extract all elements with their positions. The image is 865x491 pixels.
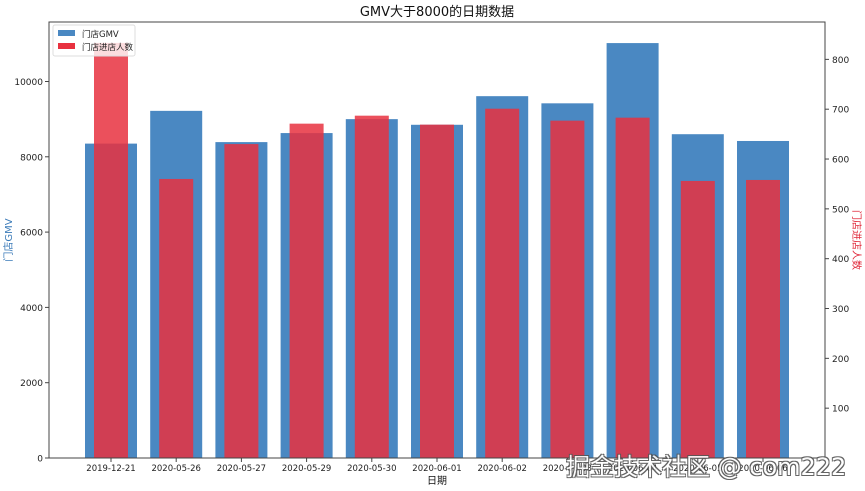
y-tick-label-left: 0 — [37, 455, 43, 465]
x-tick-label: 2020-06-01 — [412, 464, 461, 474]
bar-visitors — [615, 117, 650, 458]
y-tick-label-right: 800 — [832, 56, 849, 66]
x-tick-label: 2020-05-26 — [151, 464, 200, 474]
legend-swatch-visitors — [58, 43, 75, 49]
x-tick-label: 2020-05-27 — [217, 464, 266, 474]
y-tick-label-left: 10000 — [14, 78, 43, 88]
bar-visitors — [94, 42, 128, 458]
x-tick-label: 2020-06-02 — [477, 464, 526, 474]
y-tick-label-right: 500 — [832, 205, 849, 215]
legend-label-visitors: 门店进店人数 — [82, 42, 134, 53]
legend-label-gmv: 门店GMV — [82, 29, 119, 40]
y-tick-label-right: 600 — [832, 156, 849, 166]
y-tick-label-right: 100 — [832, 405, 849, 415]
bar-visitors — [420, 124, 454, 459]
x-tick-label: 2020-06-03 — [543, 464, 592, 474]
x-tick-label: 2020-05-29 — [282, 464, 331, 474]
bar-visitors — [354, 115, 389, 459]
x-tick-label: 2020-06-05 — [673, 464, 722, 474]
watermark: 掘金技术社区 @ com222 — [566, 453, 847, 481]
legend-swatch-gmv — [58, 30, 75, 36]
bar-visitors — [550, 120, 585, 458]
y-axis-label-left: 门店GMV — [2, 218, 15, 261]
bar-visitors — [746, 179, 780, 458]
bar-visitors — [224, 144, 259, 458]
x-axis-label: 日期 — [427, 475, 447, 487]
y-tick-label-left: 6000 — [20, 229, 43, 239]
y-tick-label-right: 300 — [832, 305, 849, 315]
y-tick-label-left: 2000 — [20, 379, 43, 389]
x-tick-label: 2020-06-06 — [738, 464, 787, 474]
x-tick-label: 2020-05-30 — [347, 464, 396, 474]
bar-visitors — [680, 180, 715, 459]
y-tick-label-left: 4000 — [20, 304, 43, 314]
x-tick-label: 2020-06-04 — [608, 464, 657, 474]
y-tick-label-right: 400 — [832, 255, 849, 265]
bar-visitors — [159, 178, 194, 458]
y-axis-label-right: 门店进店人数 — [850, 210, 863, 270]
x-tick-label: 2019-12-21 — [86, 464, 135, 474]
y-tick-label-right: 700 — [832, 106, 849, 116]
bar-visitors — [289, 123, 324, 459]
y-tick-label-right: 200 — [832, 355, 849, 365]
bar-visitors — [485, 108, 520, 458]
chart-title: GMV大于8000的日期数据 — [360, 4, 514, 20]
y-tick-label-left: 8000 — [20, 153, 43, 163]
